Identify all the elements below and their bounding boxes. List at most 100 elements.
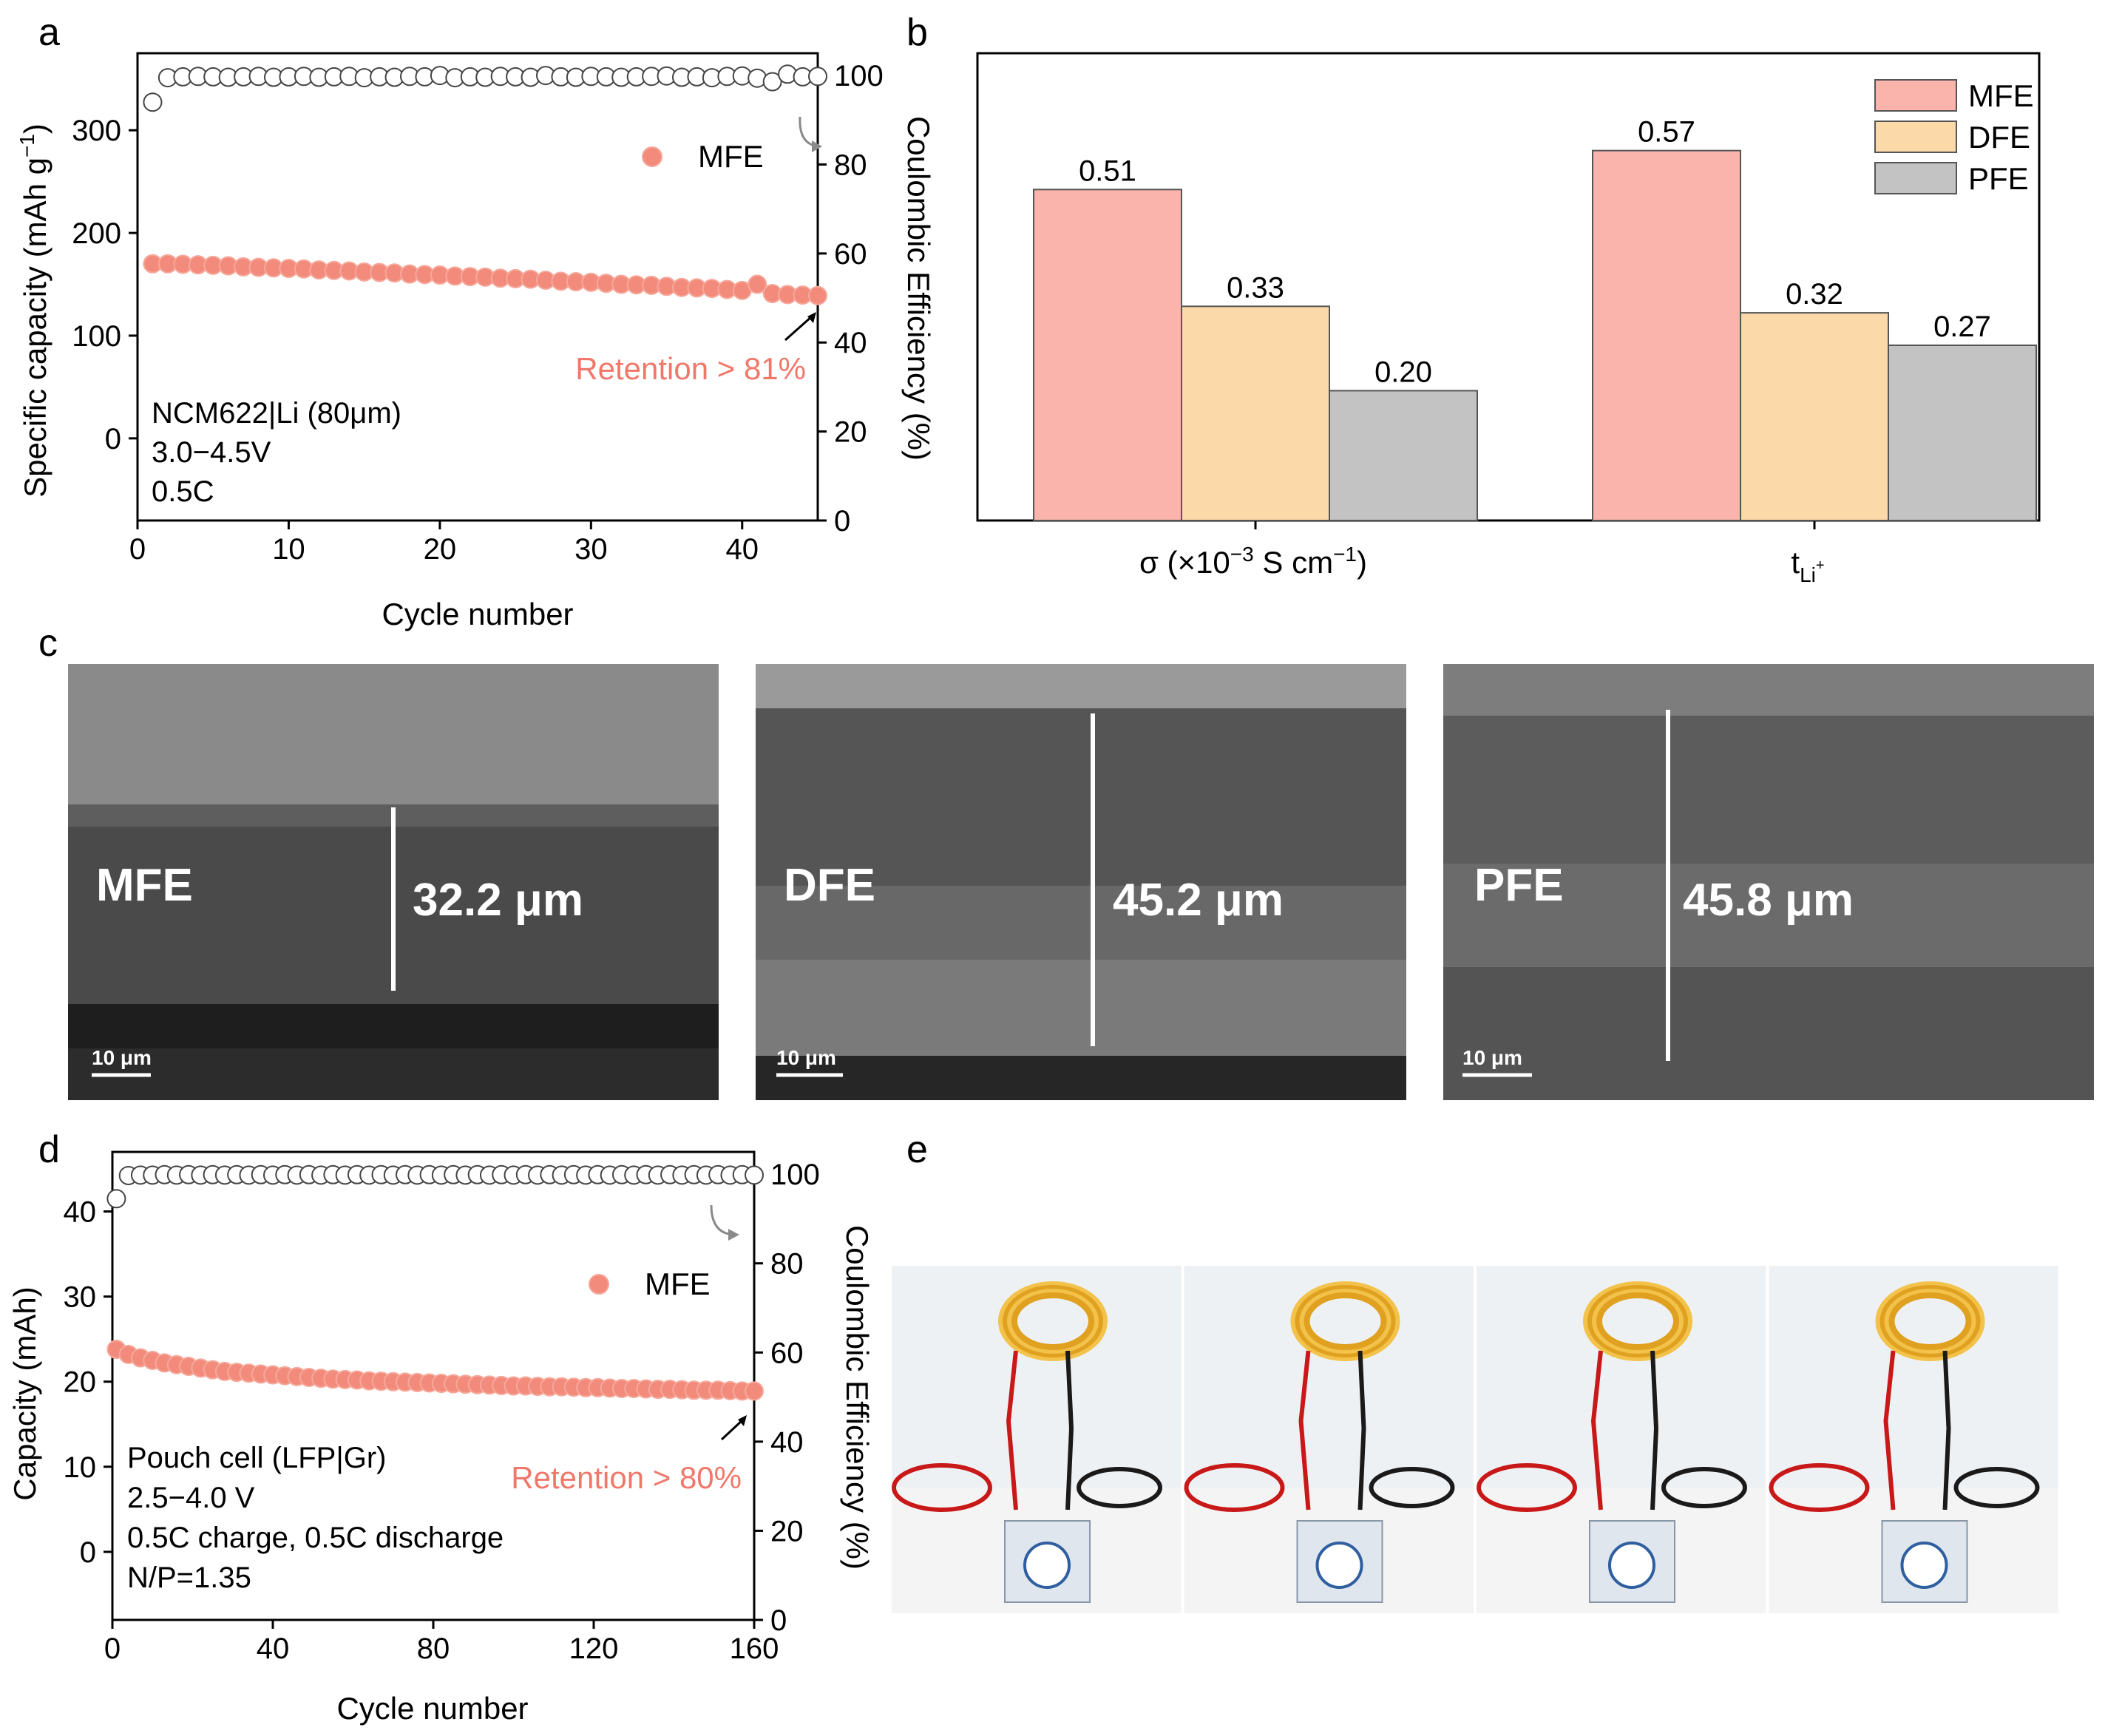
- black-wire-coil: [1953, 1467, 2040, 1508]
- sem-image-pfe: [1443, 664, 2094, 1100]
- chart-d-legend-label: MFE: [645, 1267, 711, 1301]
- led-photo-3: [1477, 1266, 1766, 1613]
- legend-swatch-pfe: [1874, 162, 1957, 194]
- y2-tick-label: 20: [834, 416, 867, 449]
- led-strip-coil: [1587, 1285, 1688, 1357]
- chart-a-marks: 0 10 20 30 40 0 100 200 300 0 20 40 60 80 100: [72, 52, 884, 566]
- black-wire: [1357, 1350, 1366, 1510]
- capacity-point: [808, 285, 827, 305]
- x-tick-label: 40: [726, 533, 759, 566]
- bar-value-label: 0.32: [1786, 278, 1843, 311]
- ce-axis-arrowhead: [728, 1229, 739, 1241]
- chart-d-ylabel: Capacity (mAh): [7, 1286, 42, 1500]
- ce-point: [808, 67, 827, 87]
- y-tick-label: 10: [64, 1451, 97, 1484]
- black-wire: [1942, 1350, 1951, 1510]
- bar-mfe-t: [1592, 149, 1741, 522]
- sem-pfe-scale: 10 μm: [1462, 1046, 1522, 1069]
- panel-letter-b: b: [906, 11, 928, 54]
- led-photo-1: [892, 1266, 1182, 1613]
- led-strip-coil: [1583, 1281, 1692, 1361]
- ce-axis-arrow: [710, 1204, 736, 1236]
- university-logo: [1023, 1542, 1071, 1589]
- sem-dfe-scale: 10 μm: [776, 1046, 836, 1069]
- chart-d-retention-label: Retention > 80%: [511, 1460, 742, 1495]
- sem-mfe-scale: 10 μm: [92, 1046, 152, 1069]
- red-wire-coil: [1184, 1463, 1285, 1512]
- led-strip-coil: [1299, 1289, 1392, 1354]
- panel-letter-e: e: [906, 1128, 928, 1171]
- bar-value-label: 0.27: [1933, 311, 1991, 343]
- chart-b-frame: [976, 52, 2041, 522]
- red-wire-coil: [1477, 1463, 1577, 1512]
- chart-b-xlabel-t: tLi+: [1791, 545, 1824, 586]
- y-tick-label: 200: [72, 217, 121, 250]
- led-strip-coil: [1879, 1285, 1981, 1357]
- ce-point: [762, 72, 782, 92]
- bar-value-label: 0.33: [1227, 271, 1284, 304]
- led-strip-coil: [1875, 1281, 1985, 1361]
- y2-tick-label: 40: [834, 327, 867, 359]
- y-tick-label: 40: [64, 1196, 97, 1229]
- x-tick-label: 80: [417, 1632, 450, 1665]
- y2-tick-label: 80: [770, 1248, 804, 1281]
- led-strip-coil: [1884, 1289, 1976, 1354]
- x-tick-label: 120: [569, 1632, 619, 1665]
- chart-a-xlabel: Cycle number: [382, 597, 573, 631]
- x-tick-label: 0: [129, 533, 146, 566]
- chart-a-y2label: Coulombic Efficiency (%): [901, 116, 936, 461]
- x-tick-label: 160: [730, 1632, 779, 1665]
- x-tick-label: 20: [424, 533, 457, 566]
- bar-pfe-σ: [1329, 390, 1478, 522]
- panel-letter-c: c: [38, 622, 58, 665]
- y2-tick-label: 20: [770, 1515, 804, 1547]
- chart-b-marks: 0.51 0.33 0.20 0.57 0.32 0.27: [1033, 116, 2037, 529]
- y2-tick-label: 0: [770, 1604, 787, 1637]
- black-wire-coil: [1077, 1467, 1162, 1508]
- university-logo: [1900, 1542, 1948, 1589]
- ce-point: [106, 1189, 126, 1209]
- sem-mfe-label: MFE: [96, 860, 193, 911]
- x-tick-label: 10: [272, 533, 305, 566]
- y-tick-label: 100: [72, 320, 121, 353]
- chart-a-retention-label: Retention > 81%: [575, 351, 806, 386]
- capacity-point: [748, 274, 767, 294]
- y-tick-label: 0: [80, 1536, 96, 1569]
- legend-label-mfe: MFE: [1968, 78, 2034, 113]
- led-photo-4: [1769, 1266, 2058, 1613]
- led-strip-coil: [1011, 1292, 1094, 1350]
- sem-mfe-thickness: 32.2 μm: [413, 875, 583, 926]
- retention-arrowhead: [807, 312, 816, 323]
- red-wire: [1298, 1350, 1311, 1510]
- legend-label-pfe: PFE: [1968, 161, 2029, 196]
- legend-swatch-dfe: [1874, 121, 1957, 153]
- legend-label-dfe: DFE: [1968, 120, 2030, 155]
- black-wire: [1065, 1350, 1074, 1510]
- bar-value-label: 0.51: [1079, 155, 1136, 187]
- capacity-point: [745, 1381, 764, 1401]
- panel-letter-a: a: [38, 11, 60, 54]
- legend-swatch-mfe: [1874, 79, 1957, 112]
- panel-letter-d: d: [38, 1128, 60, 1171]
- university-logo: [1608, 1542, 1655, 1589]
- y2-tick-label: 0: [834, 505, 850, 538]
- red-wire-coil: [892, 1463, 992, 1512]
- y-tick-label: 20: [64, 1366, 97, 1399]
- chart-d-note-2: 2.5−4.0 V: [127, 1482, 255, 1514]
- chart-a-note-1: NCM622|Li (80μm): [152, 397, 401, 430]
- led-strip-coil: [1295, 1285, 1396, 1357]
- chart-d-note-1: Pouch cell (LFP|Gr): [127, 1442, 387, 1474]
- ce-point: [143, 92, 163, 112]
- y2-tick-label: 60: [770, 1337, 804, 1369]
- retention-arrow: [720, 1418, 745, 1441]
- red-wire: [1006, 1350, 1018, 1510]
- chart-a-note-3: 0.5C: [152, 475, 214, 508]
- bar-pfe-t: [1888, 345, 2037, 521]
- ce-point: [745, 1165, 764, 1185]
- retention-arrowhead: [738, 1415, 747, 1426]
- bar-dfe-t: [1740, 312, 1889, 521]
- chart-b-legend: MFE DFE PFE: [1874, 78, 2034, 196]
- led-strip-coil: [1007, 1289, 1099, 1354]
- led-strip-coil: [1596, 1292, 1679, 1350]
